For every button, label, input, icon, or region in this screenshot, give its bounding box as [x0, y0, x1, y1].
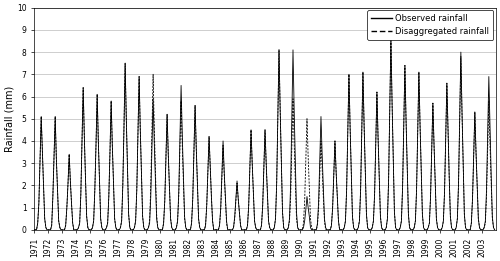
Observed rainfall	[492, 228, 498, 232]
Disaggregated rainfall	[188, 228, 194, 232]
Disaggregated rainfall	[482, 222, 488, 225]
Disaggregated rainfall	[199, 228, 205, 232]
Observed rainfall	[364, 213, 370, 216]
Disaggregated rainfall	[31, 228, 37, 232]
Legend: Observed rainfall, Disaggregated rainfall: Observed rainfall, Disaggregated rainfal…	[367, 10, 494, 40]
Disaggregated rainfall	[62, 228, 68, 232]
Observed rainfall	[62, 228, 68, 232]
Observed rainfall	[31, 228, 37, 232]
Observed rainfall	[388, 37, 394, 40]
Observed rainfall	[188, 228, 194, 232]
Observed rainfall	[199, 228, 205, 232]
Disaggregated rainfall	[492, 228, 498, 232]
Disaggregated rainfall	[424, 228, 430, 232]
Y-axis label: Rainfall (mm): Rainfall (mm)	[4, 86, 14, 152]
Disaggregated rainfall	[388, 37, 394, 40]
Observed rainfall	[482, 219, 488, 222]
Line: Disaggregated rainfall: Disaggregated rainfall	[34, 39, 494, 230]
Disaggregated rainfall	[364, 213, 370, 216]
Observed rainfall	[424, 228, 430, 232]
Line: Observed rainfall: Observed rainfall	[34, 39, 494, 230]
